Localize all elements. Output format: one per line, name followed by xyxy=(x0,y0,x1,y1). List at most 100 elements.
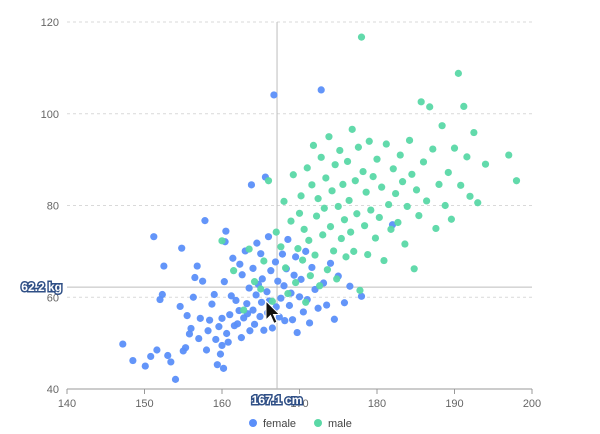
data-point-female xyxy=(290,271,298,279)
data-point-male xyxy=(441,201,449,210)
data-point-male xyxy=(294,245,302,253)
x-tick-label: 190 xyxy=(445,398,463,410)
data-point-male xyxy=(450,144,459,152)
data-point-male xyxy=(339,180,347,188)
data-point-female xyxy=(314,304,322,312)
data-point-female xyxy=(272,303,280,311)
data-point-female xyxy=(264,233,273,241)
legend[interactable]: female male xyxy=(249,418,352,430)
data-point-female xyxy=(246,327,254,335)
data-point-female xyxy=(210,290,218,299)
data-point-female xyxy=(250,320,259,328)
data-point-male xyxy=(299,256,307,264)
data-point-male xyxy=(260,257,268,265)
data-point-male xyxy=(306,272,314,280)
data-point-male xyxy=(292,278,300,287)
data-point-male xyxy=(408,170,416,178)
data-point-female xyxy=(285,301,294,310)
data-point-female xyxy=(257,250,265,258)
data-point-female xyxy=(227,292,235,300)
data-point-male xyxy=(309,141,318,150)
data-point-female xyxy=(302,247,310,255)
data-point-male xyxy=(466,192,474,200)
data-point-female xyxy=(201,217,209,225)
data-point-male xyxy=(354,143,362,151)
data-point-female xyxy=(277,294,285,302)
data-point-female xyxy=(280,282,288,290)
data-point-female xyxy=(191,273,199,282)
data-point-male xyxy=(303,164,311,172)
data-point-male xyxy=(460,102,468,111)
y-tick-label: 80 xyxy=(47,201,59,213)
data-point-female xyxy=(267,267,275,275)
data-point-male xyxy=(415,211,423,220)
data-point-male xyxy=(375,213,383,222)
data-point-male xyxy=(333,275,341,283)
data-point-female xyxy=(153,346,161,354)
data-point-female xyxy=(185,330,194,338)
data-point-male xyxy=(334,202,342,211)
y-tick-label: 60 xyxy=(47,292,59,304)
data-point-female xyxy=(218,314,226,322)
data-point-male xyxy=(353,210,361,218)
data-point-male xyxy=(429,145,437,153)
data-point-male xyxy=(505,151,513,159)
data-point-male xyxy=(323,266,331,274)
legend-label-female[interactable]: female xyxy=(263,418,296,430)
data-point-female xyxy=(288,316,297,324)
data-point-male xyxy=(356,286,364,294)
data-point-male xyxy=(330,247,338,255)
data-point-male xyxy=(320,204,328,212)
data-point-male xyxy=(423,197,431,205)
data-point-female xyxy=(189,293,197,301)
data-point-female xyxy=(223,329,231,338)
data-point-male xyxy=(336,146,344,155)
mouse-cursor-icon xyxy=(265,299,281,325)
data-point-female xyxy=(212,335,220,344)
data-point-male xyxy=(257,285,265,293)
data-point-female xyxy=(222,227,230,235)
data-point-female xyxy=(270,91,278,99)
data-point-male xyxy=(382,140,390,148)
data-point-female xyxy=(274,277,282,285)
x-tick-label: 150 xyxy=(135,398,153,410)
legend-label-male[interactable]: male xyxy=(328,418,352,430)
data-point-female xyxy=(216,350,225,358)
data-point-female xyxy=(323,301,331,309)
pointer-labels: 167.1 cm 62.2 kg xyxy=(20,279,304,409)
data-point-female xyxy=(260,326,268,334)
data-point-female xyxy=(158,290,166,299)
data-point-female xyxy=(206,316,214,324)
data-point-male xyxy=(463,153,471,161)
data-point-male xyxy=(281,264,290,272)
data-point-male xyxy=(289,171,297,179)
data-point-female xyxy=(299,308,307,316)
data-point-female xyxy=(213,361,221,369)
data-point-female xyxy=(297,275,305,283)
data-point-female xyxy=(317,86,325,94)
data-point-male xyxy=(403,202,411,211)
data-point-male xyxy=(373,155,381,163)
data-point-female xyxy=(171,375,180,383)
data-point-male xyxy=(385,200,393,209)
data-point-male xyxy=(295,209,304,217)
data-point-male xyxy=(394,218,402,227)
data-point-female xyxy=(308,263,316,272)
data-point-male xyxy=(481,160,490,168)
data-point-male xyxy=(345,196,353,205)
data-point-female xyxy=(147,352,155,361)
data-point-male xyxy=(300,225,308,233)
data-point-female xyxy=(150,233,158,241)
data-point-male xyxy=(417,98,425,106)
data-point-male xyxy=(457,181,465,189)
data-point-male xyxy=(322,174,330,182)
data-point-female xyxy=(258,275,266,283)
data-point-female xyxy=(226,311,234,319)
legend-swatch-male[interactable] xyxy=(314,419,322,427)
data-point-male xyxy=(444,168,452,177)
data-point-male xyxy=(328,187,336,195)
data-point-male xyxy=(401,240,409,248)
data-point-female xyxy=(271,258,280,266)
legend-swatch-female[interactable] xyxy=(249,419,257,427)
